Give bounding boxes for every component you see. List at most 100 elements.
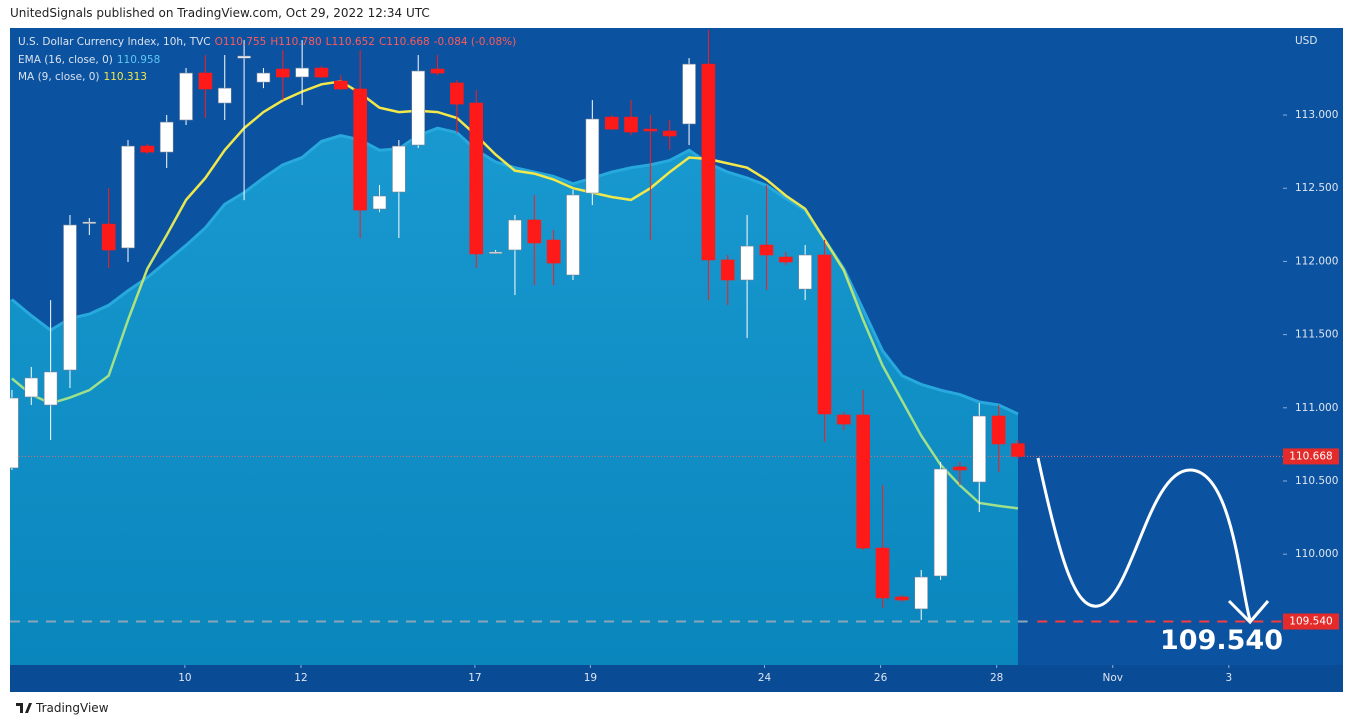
candle-body	[933, 468, 948, 577]
candle-body	[643, 128, 658, 132]
indicator-value: 110.958	[116, 53, 161, 66]
candle-body	[63, 224, 77, 371]
y-tick-label: 110.000	[1295, 548, 1338, 560]
candle-body	[682, 63, 696, 125]
indicator-value: 110.313	[103, 71, 147, 83]
candle-body	[430, 68, 445, 74]
x-tick-label: 3	[1225, 672, 1232, 684]
x-tick-label: 26	[874, 672, 888, 684]
target-tag-label: 109.540	[1289, 616, 1332, 628]
candle-body	[546, 239, 561, 264]
target-annotation: 109.540	[1160, 625, 1283, 656]
candle-body	[488, 251, 503, 254]
x-tick-label: 10	[178, 672, 191, 684]
ohlc-open: O110.755	[214, 36, 267, 48]
candle-body	[101, 223, 116, 251]
logo	[16, 703, 32, 713]
legend: U.S. Dollar Currency Index, 10h, TVC O11…	[18, 34, 516, 87]
candle-body	[759, 244, 774, 256]
candle-body	[624, 116, 638, 133]
candle-body	[817, 254, 832, 415]
candle-body	[411, 70, 426, 146]
candle-body	[798, 254, 812, 290]
candle-body	[275, 68, 290, 78]
candle-body	[334, 80, 348, 90]
legend-row: EMA (16, close, 0) 110.958	[18, 52, 516, 70]
target-tag	[1283, 613, 1339, 630]
candle-body	[566, 194, 580, 276]
x-tick-label: 24	[758, 672, 772, 684]
candle-body	[720, 259, 735, 281]
candle-body	[353, 88, 367, 211]
ohlc-low: L110.652	[325, 36, 375, 48]
y-axis-unit: USD	[1295, 35, 1317, 47]
candle-body	[82, 221, 97, 224]
candle-body	[740, 245, 754, 281]
candle-body	[895, 596, 909, 601]
footer: TradingView	[16, 701, 109, 715]
last-price-tag	[1283, 448, 1339, 465]
x-axis-strip	[10, 665, 1343, 692]
candle-body	[392, 145, 406, 193]
footer-brand: TradingView	[36, 701, 109, 715]
indicator-name: EMA (16, close, 0)	[18, 53, 113, 66]
publish-header: UnitedSignals published on TradingView.c…	[10, 6, 430, 20]
candle-body	[140, 145, 155, 153]
x-tick-label: 28	[990, 672, 1003, 684]
candle-body	[43, 371, 58, 406]
legend-row: MA (9, close, 0) 110.313	[18, 69, 516, 87]
candle-body	[179, 72, 193, 121]
candle-body	[604, 116, 619, 130]
candle-body	[875, 547, 890, 599]
y-tick-label: 113.000	[1295, 109, 1338, 121]
y-tick-label: 112.000	[1295, 255, 1338, 267]
candle-body	[237, 55, 251, 59]
forecast-arrowhead	[1227, 599, 1270, 625]
candle-body	[256, 72, 271, 83]
candle-body	[450, 82, 464, 105]
candle-body	[295, 67, 309, 78]
ohlc-close: C110.668	[378, 36, 430, 48]
x-tick-label: 17	[468, 672, 481, 684]
indicator-name: MA (9, close, 0)	[18, 71, 100, 83]
ema-line	[10, 126, 1019, 416]
candle-body	[121, 145, 135, 249]
candle-body	[508, 219, 522, 251]
forecast-curve	[1036, 457, 1252, 621]
ohlc-high: H110.780	[270, 36, 322, 48]
candle-body	[701, 63, 716, 261]
candle-body	[856, 414, 870, 549]
x-tick-label: 12	[294, 672, 307, 684]
candle-body	[24, 377, 39, 398]
ma-line	[11, 80, 1019, 510]
candle-body	[778, 256, 793, 263]
candle-body	[372, 195, 387, 210]
ohlc-change: -0.084 (-0.08%)	[433, 36, 517, 48]
y-tick-label: 112.500	[1295, 182, 1338, 194]
candle-body	[991, 415, 1006, 445]
last-price-label: 110.668	[1289, 450, 1332, 462]
candle-body	[585, 118, 600, 194]
candle-body	[469, 102, 484, 255]
candle-body	[1011, 443, 1025, 457]
y-tick-label: 111.500	[1295, 329, 1338, 341]
candle-body	[314, 67, 329, 78]
candle-body	[837, 414, 851, 425]
x-tick-label: Nov	[1103, 672, 1124, 684]
candle-body	[10, 397, 19, 469]
candle-body	[198, 72, 213, 90]
symbol: U.S. Dollar Currency Index, 10h, TVC	[18, 36, 211, 48]
x-tick-label: 19	[584, 672, 597, 684]
legend-row: U.S. Dollar Currency Index, 10h, TVC O11…	[18, 34, 516, 52]
y-tick-label: 110.500	[1295, 475, 1338, 487]
candle-body	[527, 219, 542, 244]
y-tick-label: 111.000	[1295, 402, 1338, 414]
candle-body	[953, 466, 967, 471]
candle-body	[914, 576, 929, 610]
candle-body	[972, 415, 987, 483]
candle-body	[662, 130, 677, 137]
candle-body	[159, 121, 174, 153]
candle-body	[217, 87, 232, 104]
